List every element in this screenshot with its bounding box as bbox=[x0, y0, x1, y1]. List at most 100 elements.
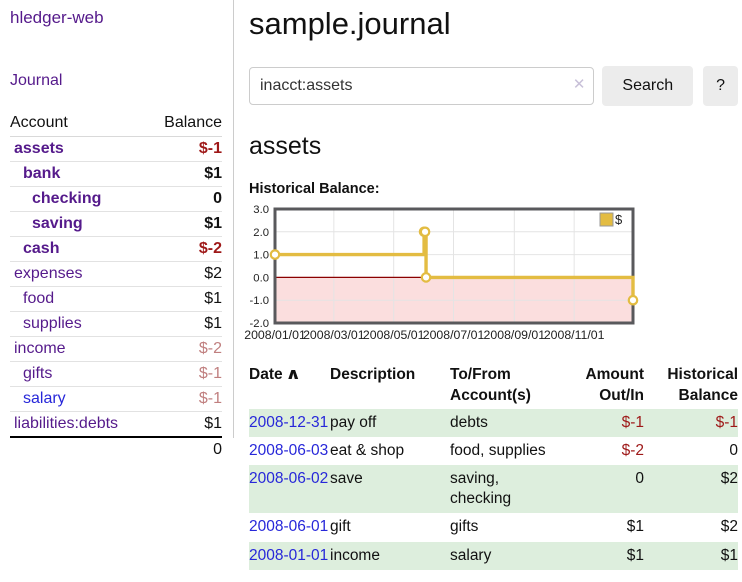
transaction-balance: $2 bbox=[720, 518, 738, 536]
register-header-description: Description bbox=[330, 366, 416, 383]
account-balance: $1 bbox=[148, 286, 222, 312]
account-balance: $2 bbox=[148, 261, 222, 287]
search-bar: ✕ Search ? bbox=[249, 66, 738, 106]
main-content: sample.journal ✕ Search ? assets Histori… bbox=[244, 0, 738, 570]
accounts-total-row: 0 bbox=[10, 436, 222, 462]
x-tick-label: 2008/07/01 bbox=[423, 328, 485, 342]
transaction-amount: $1 bbox=[626, 546, 644, 564]
transaction-date-link[interactable]: 2008-12-31 bbox=[249, 413, 329, 431]
transaction-date-link[interactable]: 2008-01-01 bbox=[249, 546, 329, 564]
sidebar-account-link[interactable]: expenses bbox=[14, 265, 83, 282]
table-row: 2008-01-01 income salary $1 $1 bbox=[249, 541, 738, 570]
x-tick-label: 2008/01/01 bbox=[244, 328, 306, 342]
sidebar: hledger-web Journal Account Balance asse… bbox=[0, 0, 232, 462]
legend-label: $ bbox=[615, 212, 623, 227]
sidebar-account-link[interactable]: income bbox=[14, 340, 66, 357]
transaction-accounts: gifts bbox=[450, 518, 479, 536]
y-tick-label: 2.0 bbox=[253, 227, 269, 239]
table-row: 2008-06-01 gift gifts $1 $2 bbox=[249, 513, 738, 541]
sidebar-account-link[interactable]: saving bbox=[32, 215, 83, 232]
y-tick-label: 0.0 bbox=[253, 272, 269, 284]
account-row: bank $1 bbox=[10, 161, 222, 187]
transaction-description: gift bbox=[330, 518, 351, 536]
sidebar-account-link[interactable]: cash bbox=[23, 240, 60, 257]
x-tick-label: 2008/11/01 bbox=[544, 328, 605, 342]
app-brand-link[interactable]: hledger-web bbox=[10, 8, 104, 27]
account-row: salary $-1 bbox=[10, 386, 222, 412]
transaction-accounts: debts bbox=[450, 413, 488, 431]
data-point-marker bbox=[627, 294, 639, 306]
sidebar-account-link[interactable]: liabilities:debts bbox=[14, 415, 119, 432]
transaction-amount: 0 bbox=[635, 470, 644, 488]
search-input[interactable] bbox=[249, 67, 595, 105]
account-row: expenses $2 bbox=[10, 261, 222, 287]
sidebar-account-link[interactable]: gifts bbox=[23, 365, 53, 382]
sidebar-item-journal[interactable]: Journal bbox=[10, 72, 63, 89]
sort-ascending-icon: ∧ bbox=[285, 366, 301, 383]
accounts-header-balance: Balance bbox=[148, 110, 222, 137]
account-row: liabilities:debts $1 bbox=[10, 412, 222, 438]
y-tick-label: -2.0 bbox=[250, 318, 269, 330]
transaction-date-link[interactable]: 2008-06-02 bbox=[249, 470, 329, 488]
transaction-balance: $2 bbox=[720, 470, 738, 488]
account-balance: $-1 bbox=[148, 361, 222, 387]
y-tick-label: 3.0 bbox=[253, 204, 269, 216]
sidebar-divider bbox=[233, 0, 234, 438]
account-balance: $1 bbox=[204, 415, 222, 432]
help-button[interactable]: ? bbox=[703, 66, 738, 106]
account-balance: $1 bbox=[148, 161, 222, 187]
page-title: sample.journal bbox=[249, 6, 451, 41]
x-tick-label: 2008/05/01 bbox=[363, 328, 425, 342]
register-header-date[interactable]: Date ∧ bbox=[249, 363, 330, 409]
account-heading: assets bbox=[249, 132, 322, 160]
sidebar-account-link[interactable]: assets bbox=[14, 140, 64, 157]
account-balance: $-1 bbox=[148, 386, 222, 412]
account-row: supplies $1 bbox=[10, 311, 222, 337]
transaction-balance: 0 bbox=[729, 441, 738, 459]
register-header-amount: Amount Out/In bbox=[585, 366, 644, 404]
historical-balance-chart: $3.0 2.0 1.0 0.0 -1.0 -2.0 2008/01/01 2008/03/0… bbox=[244, 204, 738, 347]
x-tick-label: 2008/09/01 bbox=[484, 328, 546, 342]
transaction-accounts: saving, checking bbox=[450, 470, 512, 508]
transaction-balance: $1 bbox=[720, 546, 738, 564]
transaction-description: eat & shop bbox=[330, 441, 405, 459]
transaction-amount: $-2 bbox=[621, 441, 644, 459]
sidebar-account-link[interactable]: bank bbox=[23, 165, 61, 182]
account-row: gifts $-1 bbox=[10, 361, 222, 387]
legend-swatch bbox=[599, 212, 614, 227]
transaction-date-link[interactable]: 2008-06-03 bbox=[249, 441, 329, 459]
account-balance: $-2 bbox=[148, 336, 222, 362]
transaction-amount: $1 bbox=[626, 518, 644, 536]
transaction-description: pay off bbox=[330, 413, 377, 431]
y-tick-label: 1.0 bbox=[253, 250, 269, 262]
account-row: food $1 bbox=[10, 286, 222, 312]
account-row: assets $-1 bbox=[10, 136, 222, 162]
account-balance: 0 bbox=[148, 186, 222, 212]
account-balance: $-1 bbox=[148, 136, 222, 162]
clear-search-icon[interactable]: ✕ bbox=[572, 76, 586, 93]
register-table: Date ∧ Description To/From Account(s) Amo… bbox=[249, 363, 738, 570]
search-button[interactable]: Search bbox=[602, 66, 694, 106]
account-balance: $-2 bbox=[148, 236, 222, 262]
table-row: 2008-06-03 eat & shop food, supplies $-2 0 bbox=[249, 437, 738, 465]
table-row: 2008-06-02 save saving, checking 0 $2 bbox=[249, 465, 738, 514]
accounts-header-account: Account bbox=[10, 110, 149, 137]
sidebar-account-link[interactable]: supplies bbox=[23, 315, 82, 332]
accounts-table: Account Balance assets $-1 bank $1 checking 0… bbox=[10, 110, 222, 462]
transaction-accounts: salary bbox=[450, 546, 492, 564]
data-point-marker bbox=[419, 226, 431, 238]
sidebar-account-link[interactable]: salary bbox=[23, 390, 66, 407]
data-point-marker bbox=[420, 272, 432, 283]
plot-border bbox=[273, 207, 635, 325]
transaction-description: income bbox=[330, 546, 380, 564]
y-tick-label: -1.0 bbox=[250, 295, 269, 307]
account-row: checking 0 bbox=[10, 186, 222, 212]
transaction-balance: $-1 bbox=[715, 413, 738, 431]
x-tick-label: 2008/03/01 bbox=[303, 328, 365, 342]
account-balance: $1 bbox=[148, 211, 222, 237]
transaction-date-link[interactable]: 2008-06-01 bbox=[249, 518, 329, 536]
sidebar-account-link[interactable]: checking bbox=[32, 190, 102, 207]
account-balance: $1 bbox=[148, 311, 222, 337]
sidebar-account-link[interactable]: food bbox=[23, 290, 55, 307]
transaction-description: save bbox=[330, 470, 363, 488]
